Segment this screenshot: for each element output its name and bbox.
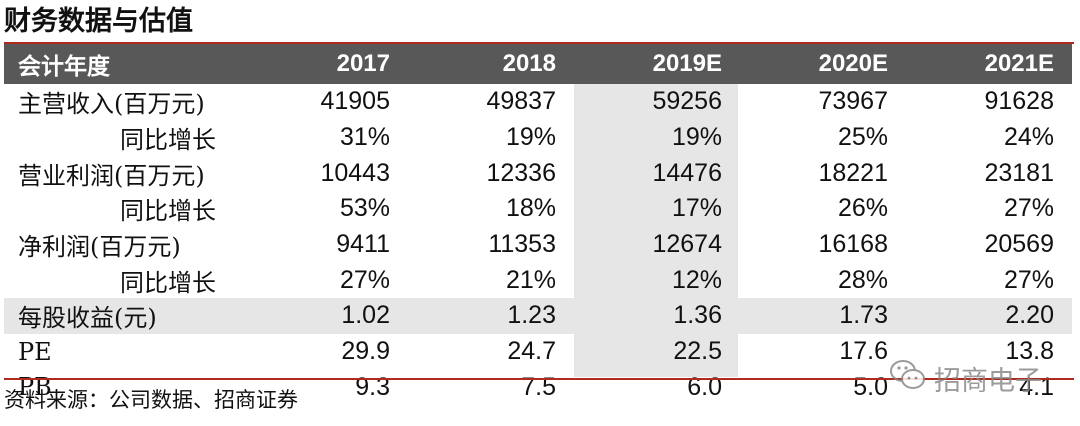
table-cell: 17% bbox=[671, 194, 722, 223]
table-cell: 4.1 bbox=[1019, 372, 1054, 401]
table-cell: 27% bbox=[1003, 265, 1054, 294]
table-row: 同比增长 27% 21% 12% 28% 27% bbox=[4, 262, 1072, 298]
wechat-icon bbox=[888, 358, 928, 399]
table-cell: 12336 bbox=[486, 158, 556, 187]
table-row: PB 9.3 7.5 6.0 5.0 4.1 bbox=[4, 370, 1072, 406]
table-cell: 19% bbox=[505, 123, 556, 152]
table-cell: 91628 bbox=[984, 87, 1054, 116]
table-row: PE 29.9 24.7 22.5 17.6 13.8 bbox=[4, 334, 1072, 370]
watermark-text: 招商电子 bbox=[934, 365, 1042, 397]
row-label: PE bbox=[18, 337, 52, 366]
table-cell: 1.73 bbox=[839, 301, 888, 330]
table-cell: 18% bbox=[505, 194, 556, 223]
table-cell: 16168 bbox=[818, 230, 888, 259]
header-cell-year: 2018 bbox=[502, 50, 556, 77]
table-cell: 24.7 bbox=[507, 337, 556, 366]
table-cell: 9.3 bbox=[355, 372, 390, 401]
table-cell: 26% bbox=[837, 194, 888, 223]
table-cell: 73967 bbox=[818, 87, 888, 116]
table-cell: 53% bbox=[339, 194, 390, 223]
table-row: 同比增长 31% 19% 19% 25% 24% bbox=[4, 120, 1072, 156]
row-label: 净利润(百万元) bbox=[18, 233, 181, 262]
table-cell: 1.23 bbox=[507, 301, 556, 330]
table-cell: 13.8 bbox=[1005, 337, 1054, 366]
table-cell: 22.5 bbox=[673, 337, 722, 366]
table-cell: 20569 bbox=[984, 230, 1054, 259]
table-cell: 59256 bbox=[652, 87, 722, 116]
table-cell: 5.0 bbox=[853, 372, 888, 401]
table-cell: 12% bbox=[671, 265, 722, 294]
header-cell-year: 2020E bbox=[818, 50, 888, 77]
financial-table: 会计年度 2017 2018 2019E 2020E 2021E 主营收入(百万… bbox=[4, 44, 1072, 405]
page-title: 财务数据与估值 bbox=[4, 6, 193, 37]
row-label: 同比增长 bbox=[120, 268, 216, 297]
table-cell: 12674 bbox=[652, 230, 722, 259]
table-cell: 27% bbox=[339, 265, 390, 294]
table-cell: 19% bbox=[671, 123, 722, 152]
table-cell: 1.36 bbox=[673, 301, 722, 330]
table-cell: 10443 bbox=[320, 158, 390, 187]
watermark: 招商电子 bbox=[888, 358, 1042, 399]
table-cell: 11353 bbox=[488, 230, 556, 259]
table-cell: 18221 bbox=[818, 158, 888, 187]
table-cell: 21% bbox=[505, 265, 556, 294]
row-label: 营业利润(百万元) bbox=[18, 161, 205, 190]
table-row-shaded: 每股收益(元) 1.02 1.23 1.36 1.73 2.20 bbox=[4, 298, 1072, 334]
table-cell: 17.6 bbox=[839, 337, 888, 366]
table-row: 主营收入(百万元) 41905 49837 59256 73967 91628 bbox=[4, 84, 1072, 120]
header-cell-year: 2019E bbox=[652, 50, 722, 77]
header-cell-year: 2017 bbox=[336, 50, 390, 77]
row-label: 主营收入(百万元) bbox=[18, 90, 205, 119]
table-cell: 1.02 bbox=[341, 301, 390, 330]
header-cell-label: 会计年度 bbox=[18, 53, 110, 80]
table-cell: 41905 bbox=[320, 87, 390, 116]
table-row: 同比增长 53% 18% 17% 26% 27% bbox=[4, 191, 1072, 227]
table-cell: 23181 bbox=[984, 158, 1054, 187]
table-cell: 24% bbox=[1003, 123, 1054, 152]
table-header-row: 会计年度 2017 2018 2019E 2020E 2021E bbox=[4, 44, 1072, 84]
row-label: 同比增长 bbox=[120, 197, 216, 226]
table-cell: 29.9 bbox=[341, 337, 390, 366]
bottom-rule bbox=[4, 378, 1074, 380]
table-cell: 2.20 bbox=[1005, 301, 1054, 330]
table-row: 净利润(百万元) 9411 11353 12674 16168 20569 bbox=[4, 227, 1072, 263]
row-label: 每股收益(元) bbox=[18, 304, 157, 333]
table-cell: 27% bbox=[1003, 194, 1054, 223]
source-note: 资料来源：公司数据、招商证券 bbox=[4, 388, 298, 412]
table-cell: 14476 bbox=[652, 158, 722, 187]
table-row: 营业利润(百万元) 10443 12336 14476 18221 23181 bbox=[4, 155, 1072, 191]
top-rule bbox=[4, 42, 1074, 44]
table-cell: 28% bbox=[837, 265, 888, 294]
row-label: 同比增长 bbox=[120, 126, 216, 155]
table-cell: 6.0 bbox=[687, 372, 722, 401]
table-cell: 31% bbox=[339, 123, 390, 152]
table-cell: 9411 bbox=[336, 230, 390, 259]
header-cell-year: 2021E bbox=[984, 50, 1054, 77]
table-cell: 49837 bbox=[486, 87, 556, 116]
table-cell: 25% bbox=[837, 123, 888, 152]
table-cell: 7.5 bbox=[521, 372, 556, 401]
